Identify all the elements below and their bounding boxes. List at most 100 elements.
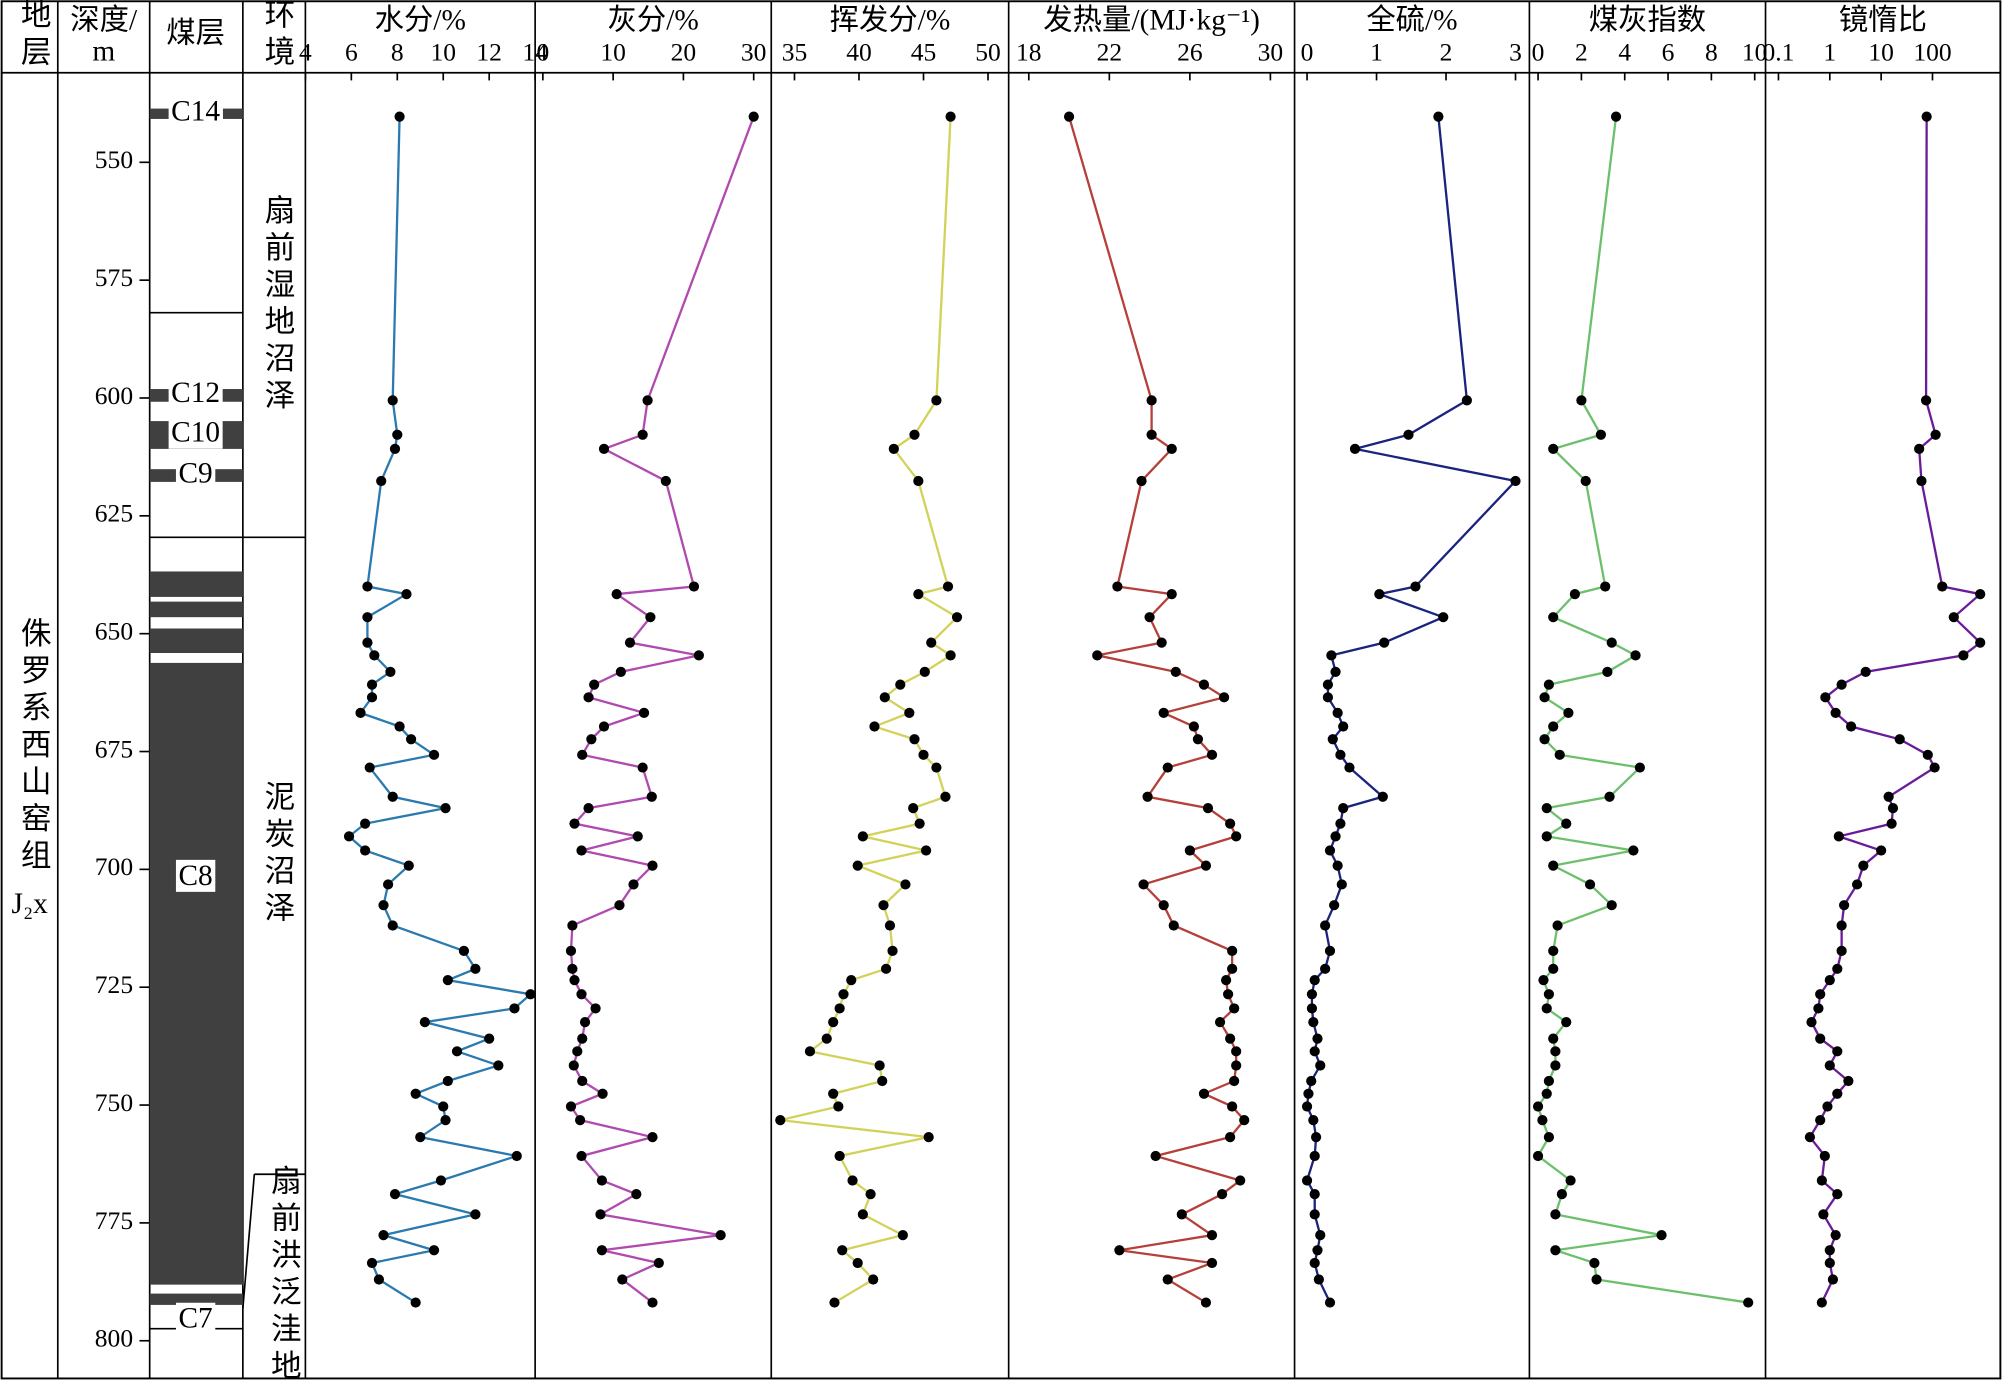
data-point — [1235, 1175, 1246, 1186]
data-point — [1158, 900, 1169, 911]
data-point — [410, 1297, 421, 1308]
data-point — [1836, 945, 1847, 957]
data-point — [1309, 1189, 1320, 1200]
data-point — [1541, 1003, 1552, 1014]
data-point — [1092, 650, 1103, 661]
data-point — [1239, 1115, 1250, 1126]
data-point — [887, 945, 898, 957]
data-point — [576, 1150, 587, 1162]
data-point — [1975, 588, 1986, 600]
data-point — [1539, 734, 1550, 745]
data-point — [484, 1033, 495, 1044]
x-tick-label: 10 — [430, 38, 456, 67]
data-point — [1846, 721, 1857, 732]
data-point — [908, 802, 919, 814]
data-point — [1539, 692, 1550, 703]
data-point — [637, 762, 648, 773]
data-point — [1309, 975, 1320, 986]
data-point — [1833, 831, 1844, 842]
x-tick-label: 20 — [671, 38, 697, 67]
data-point — [846, 975, 857, 986]
data-point — [1929, 762, 1940, 773]
data-point — [918, 749, 929, 760]
data-point — [1563, 707, 1574, 718]
data-point — [567, 963, 578, 974]
x-tick-label: 30 — [741, 38, 767, 67]
data-point — [1324, 1297, 1336, 1308]
data-point — [596, 1245, 608, 1256]
coal-seam — [149, 662, 243, 1285]
data-point — [913, 475, 924, 487]
data-point — [1308, 1016, 1319, 1028]
data-point — [389, 443, 401, 455]
data-point — [833, 1101, 844, 1112]
panel-title: 挥发分/% — [830, 4, 951, 37]
data-point — [1227, 945, 1238, 957]
x-tick-label: 10 — [1742, 38, 1768, 67]
data-point — [1312, 1033, 1323, 1044]
data-point — [1824, 975, 1835, 986]
data-point — [837, 1245, 848, 1256]
data-point — [632, 831, 643, 842]
x-tick-label: 3 — [1509, 38, 1522, 67]
depth-tick-label: 700 — [95, 852, 133, 881]
data-point — [821, 1033, 832, 1044]
data-point — [1198, 679, 1210, 690]
x-tick-label: 1 — [1370, 38, 1383, 67]
x-tick-label: 10 — [1868, 38, 1894, 67]
data-point — [1550, 1209, 1561, 1220]
data-point — [1538, 975, 1549, 986]
seam-label: C14 — [171, 95, 220, 127]
data-point — [942, 581, 954, 592]
data-point — [1548, 945, 1559, 957]
x-tick-label: 4 — [299, 38, 312, 67]
data-point — [1306, 989, 1318, 1000]
coal-seam — [149, 628, 243, 654]
data-point — [1315, 1060, 1326, 1071]
data-point — [458, 945, 470, 957]
data-point — [1063, 111, 1075, 122]
data-point — [874, 1060, 885, 1071]
data-point — [1344, 762, 1355, 773]
data-point — [1883, 791, 1894, 802]
data-point — [1634, 762, 1645, 773]
data-point — [451, 1046, 463, 1057]
data-point — [852, 1257, 863, 1269]
coal-seam — [149, 571, 243, 597]
data-point — [1184, 845, 1195, 856]
data-point — [1306, 1003, 1318, 1014]
data-point — [1162, 1274, 1173, 1285]
data-point — [1306, 1075, 1317, 1087]
data-point — [1556, 1189, 1568, 1200]
data-point — [1860, 666, 1871, 677]
data-point — [1225, 1033, 1236, 1044]
data-point — [1146, 395, 1157, 406]
data-point — [865, 1189, 876, 1200]
data-point — [1843, 1075, 1854, 1087]
data-point — [511, 1150, 522, 1162]
x-tick-label: 8 — [391, 38, 404, 67]
data-point — [919, 666, 930, 677]
data-point — [1326, 650, 1337, 661]
seam-label: C7 — [179, 1303, 213, 1335]
data-point — [852, 860, 863, 871]
data-point — [1200, 1297, 1212, 1308]
data-point — [1830, 1230, 1841, 1241]
header-strata: 地层 — [16, 0, 51, 73]
data-point — [828, 1088, 839, 1099]
data-point — [1313, 1274, 1324, 1285]
data-point — [847, 1175, 858, 1186]
data-point — [638, 707, 650, 718]
data-point — [369, 650, 380, 661]
data-point — [378, 900, 389, 911]
data-point — [877, 1075, 888, 1087]
data-point — [1832, 1046, 1843, 1057]
data-point — [577, 1075, 588, 1087]
data-point — [1433, 111, 1444, 122]
data-point — [1543, 679, 1555, 690]
data-point — [614, 900, 625, 911]
data-point — [1630, 650, 1641, 661]
data-point — [470, 963, 481, 974]
depth-tick-label: 750 — [95, 1088, 133, 1117]
data-point — [1374, 588, 1385, 600]
